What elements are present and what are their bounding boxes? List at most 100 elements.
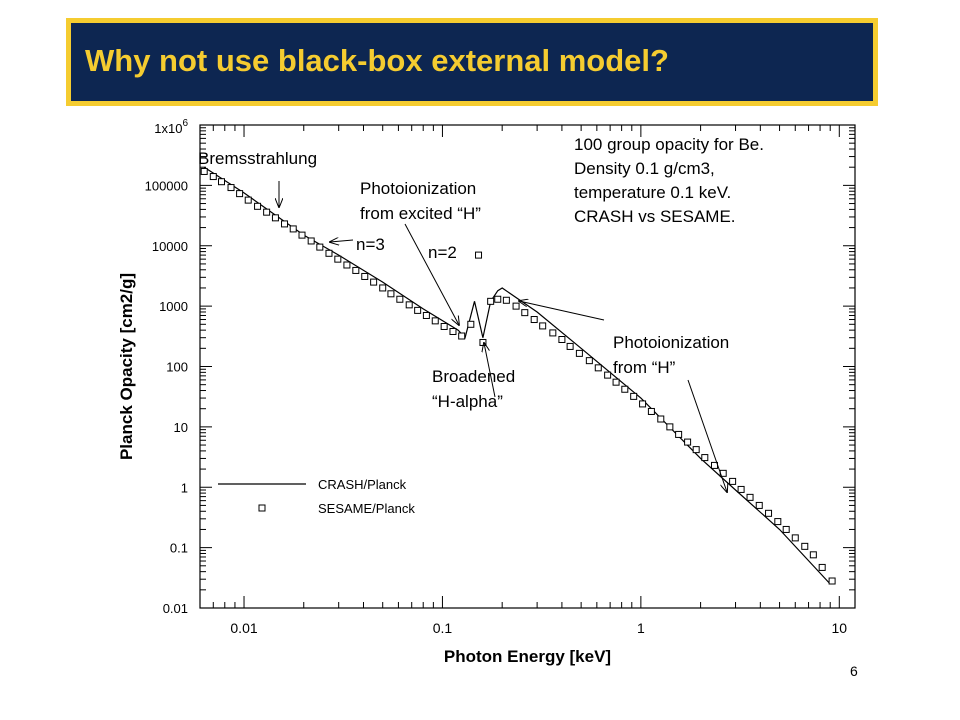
sesame-point — [475, 251, 483, 259]
y-tick-label: 0.1 — [170, 541, 188, 556]
sesame-point — [298, 231, 306, 239]
sesame-point — [405, 301, 413, 309]
sesame-point — [227, 184, 235, 192]
x-tick-label: 0.01 — [230, 620, 257, 636]
sesame-point — [801, 542, 809, 550]
arrow-photoionization-h-upper — [519, 301, 605, 321]
sesame-point — [396, 295, 404, 303]
sesame-point — [692, 446, 700, 454]
sesame-point — [675, 430, 683, 438]
sesame-point — [307, 237, 315, 245]
sesame-point — [217, 178, 225, 186]
sesame-point — [271, 214, 279, 222]
sesame-point — [585, 357, 593, 365]
sesame-point — [701, 454, 709, 462]
sesame-point — [737, 485, 745, 493]
y-tick-label: 0.01 — [163, 601, 188, 616]
annotation-broadened-h-alpha: Broadened — [432, 367, 515, 386]
sesame-point — [502, 296, 510, 304]
sesame-point — [594, 364, 602, 372]
sesame-point — [263, 208, 271, 216]
sesame-point — [809, 551, 817, 559]
y-axis-label: Planck Opacity [cm2/g] — [117, 273, 136, 460]
y-tick-label: 100000 — [145, 178, 188, 193]
sesame-point — [774, 518, 782, 526]
sesame-point — [521, 309, 529, 317]
sesame-point — [440, 322, 448, 330]
annotation-photoionization-excited: Photoionization — [360, 179, 476, 198]
annotation-description: 100 group opacity for Be. — [574, 135, 764, 154]
x-tick-label: 1 — [637, 620, 645, 636]
x-tick-label: 10 — [831, 620, 847, 636]
annotation-bremsstrahlung: Bremsstrahlung — [198, 149, 317, 168]
legend-label-crash: CRASH/Planck — [318, 477, 407, 492]
annotation-photoionization-h: from “H” — [613, 358, 676, 377]
sesame-point — [666, 423, 674, 431]
sesame-point — [352, 266, 360, 274]
y-tick-label: 1000 — [159, 299, 188, 314]
y-tick-label: 100 — [166, 360, 188, 375]
sesame-point — [765, 509, 773, 517]
sesame-point — [604, 371, 612, 379]
crash-series-line — [203, 166, 831, 585]
sesame-point — [325, 249, 333, 257]
arrow-photoionization-excited — [404, 223, 459, 325]
sesame-point — [209, 173, 217, 181]
sesame-point — [512, 302, 520, 310]
annotation-photoionization-h: Photoionization — [613, 333, 729, 352]
legend-label-sesame: SESAME/Planck — [318, 501, 415, 516]
sesame-point — [334, 255, 342, 263]
sesame-point — [244, 196, 252, 204]
sesame-point — [449, 327, 457, 335]
sesame-point — [639, 400, 647, 408]
annotation-description: temperature 0.1 keV. — [574, 183, 731, 202]
sesame-point — [684, 438, 692, 446]
sesame-point — [236, 190, 244, 198]
y-tick-label: 10000 — [152, 239, 188, 254]
sesame-point — [361, 272, 369, 280]
y-tick-label: 1x106 — [154, 118, 188, 136]
sesame-point — [479, 338, 487, 346]
legend-square-marker — [258, 504, 266, 512]
sesame-point — [818, 563, 826, 571]
sesame-point — [289, 225, 297, 233]
sesame-point — [558, 336, 566, 344]
sesame-point — [458, 332, 466, 340]
sesame-point — [254, 202, 262, 210]
sesame-point — [422, 311, 430, 319]
sesame-point — [281, 220, 289, 228]
sesame-point — [370, 278, 378, 286]
arrow-n3 — [330, 240, 354, 242]
annotation-n2: n=2 — [428, 243, 457, 262]
sesame-point — [414, 306, 422, 314]
x-axis-label: Photon Energy [keV] — [444, 647, 611, 666]
sesame-point — [494, 295, 502, 303]
slide-title: Why not use black-box external model? — [85, 43, 669, 78]
y-tick-label: 10 — [174, 420, 188, 435]
sesame-point — [630, 392, 638, 400]
sesame-point — [387, 290, 395, 298]
sesame-point — [791, 534, 799, 542]
title-bar: Why not use black-box external model? — [66, 18, 878, 106]
sesame-point — [487, 297, 495, 305]
sesame-point — [539, 322, 547, 330]
arrow-broadened-h-alpha — [484, 343, 496, 398]
x-tick-label: 0.1 — [433, 620, 453, 636]
annotation-n3: n=3 — [356, 235, 385, 254]
sesame-point — [379, 284, 387, 292]
sesame-point — [746, 493, 754, 501]
annotation-description: Density 0.1 g/cm3, — [574, 159, 715, 178]
sesame-point — [657, 415, 665, 423]
sesame-point — [566, 342, 574, 350]
sesame-point — [200, 167, 208, 175]
sesame-point — [549, 329, 557, 337]
sesame-point — [530, 316, 538, 324]
annotation-description: CRASH vs SESAME. — [574, 207, 736, 226]
sesame-point — [782, 525, 790, 533]
sesame-point — [575, 349, 583, 357]
annotation-photoionization-excited: from excited “H” — [360, 204, 481, 223]
sesame-point — [755, 501, 763, 509]
sesame-point — [316, 243, 324, 251]
sesame-point — [647, 407, 655, 415]
